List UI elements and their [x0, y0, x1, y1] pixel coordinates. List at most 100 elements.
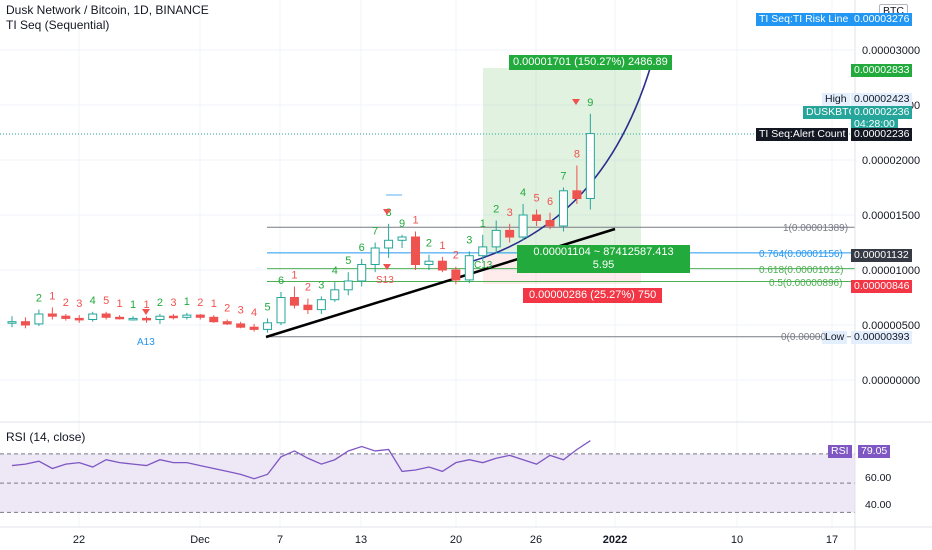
rsi-tick-40: 40.00 — [865, 499, 892, 511]
candle-body — [397, 236, 407, 241]
seq-count: 2 — [157, 297, 163, 309]
time-tick-label: 22 — [73, 534, 85, 546]
seq-count: 1 — [412, 215, 418, 227]
candle-body — [276, 297, 286, 324]
seq-count: 4 — [520, 187, 526, 199]
candle-body — [61, 315, 71, 319]
candle-body — [424, 260, 434, 266]
fib-label-1: 1(0.00001389) — [783, 223, 849, 234]
risk-line-label: TI Seq:TI Risk Line — [756, 13, 852, 26]
time-tick-label: 17 — [826, 534, 838, 546]
candle-body — [532, 214, 542, 221]
seq-count: 2 — [63, 297, 69, 309]
time-tick-label: 7 — [277, 534, 283, 546]
candle-body — [491, 229, 501, 248]
candle-body — [115, 316, 125, 320]
countdown-c13-label: C13 — [474, 260, 493, 271]
rsi-plot — [0, 421, 932, 513]
seq-count: 1 — [211, 298, 217, 310]
buy-countdown-label: A13 — [137, 337, 155, 348]
seq-count: 3 — [318, 279, 324, 291]
candle-body — [451, 269, 461, 281]
candle-body — [7, 321, 17, 324]
countdown-tag: 04:28:00 — [851, 118, 898, 131]
seq-count: 4 — [251, 307, 257, 319]
seq-count: 2 — [305, 282, 311, 294]
seq-count: 2 — [36, 293, 42, 305]
seq-count: 1 — [184, 296, 190, 308]
seq-count: 7 — [372, 226, 378, 238]
candle-body — [289, 297, 299, 306]
time-tick-label: 20 — [450, 534, 462, 546]
indicator-name: TI Seq (Sequential) — [6, 18, 110, 32]
candle-body — [101, 313, 111, 318]
high-value: 0.00002423 — [851, 93, 913, 106]
candle-body — [585, 133, 595, 200]
price-tick-label: 0.00002000 — [862, 155, 920, 167]
candle-body — [464, 255, 474, 281]
sell-arrow — [142, 309, 150, 315]
candle-body — [155, 315, 165, 321]
candle-body — [330, 289, 340, 301]
rsi-badge: RSI — [828, 445, 852, 458]
seq-count: 1 — [291, 270, 297, 282]
seq-count: 4 — [90, 295, 96, 307]
seq-count: 2 — [197, 297, 203, 309]
fib-label-0: 0(0.00000 — [781, 332, 827, 343]
seq-count: 1 — [130, 299, 136, 311]
candles — [7, 113, 595, 333]
candle-body — [88, 313, 98, 320]
candle-body — [518, 214, 528, 238]
low-label: Low — [822, 331, 848, 344]
mid-box-line1: 0.00001104 ~ 87412587.413 — [533, 246, 674, 258]
seq-count: 6 — [547, 196, 553, 208]
candle-body — [222, 321, 232, 325]
rsi-line — [11, 440, 591, 480]
candle-body — [478, 246, 488, 257]
candle-body — [357, 264, 367, 282]
seq-count: 9 — [587, 97, 593, 109]
candle-body — [209, 316, 219, 323]
price-tick-label: 0.00000500 — [862, 320, 920, 332]
candle-body — [558, 190, 568, 227]
fib-label-05: 0.5(0.00000896) — [769, 278, 843, 289]
seq-count: 3 — [507, 207, 513, 219]
green-level-tag: 0.00002833 — [851, 64, 913, 77]
rsi-label: RSI (14, close) — [6, 430, 86, 444]
alert-count-value: 0.00002236 — [851, 128, 913, 141]
last-price-tag: 0.00002236 — [851, 106, 913, 119]
candle-body — [182, 314, 192, 318]
rsi-tick-60: 60.00 — [865, 472, 892, 484]
risk-line-value: 0.00003276 — [851, 13, 913, 26]
chart-title: Dusk Network / Bitcoin, 1D, BINANCE — [6, 3, 209, 17]
rsi-value-tag: 79.05 — [858, 445, 891, 458]
high-label: High — [822, 93, 850, 106]
candle-body — [195, 314, 205, 318]
mid-box-line2: 5.95 — [592, 259, 615, 271]
seq-count: 1 — [439, 240, 445, 252]
fib-label-0618: 0.618(0.00001012) — [759, 265, 844, 276]
seq-count: 3 — [170, 297, 176, 309]
candle-body — [20, 321, 30, 326]
price-tick-label: 0.00003000 — [862, 45, 920, 57]
time-tick-label: 13 — [355, 534, 367, 546]
low-value: 0.00000393 — [851, 331, 913, 344]
candle-body — [370, 247, 380, 265]
seq-count: 8 — [574, 149, 580, 161]
seq-count: 5 — [533, 193, 539, 205]
seq-count: 9 — [399, 218, 405, 230]
price-tick-label: 0.00000000 — [862, 375, 920, 387]
candle-body — [236, 323, 246, 328]
sell-arrow — [383, 209, 391, 215]
seq-count: 2 — [453, 250, 459, 262]
candle-body — [384, 239, 394, 249]
time-tick-label: 10 — [731, 534, 743, 546]
projection-curve — [469, 61, 653, 263]
candle-body — [437, 260, 447, 271]
sell-arrow — [383, 264, 391, 270]
seq-count: 1 — [117, 298, 123, 310]
seq-count: 3 — [76, 298, 82, 310]
position-boxes — [0, 68, 855, 284]
seq-count: 4 — [332, 265, 338, 277]
time-tick-label: Dec — [190, 534, 210, 546]
